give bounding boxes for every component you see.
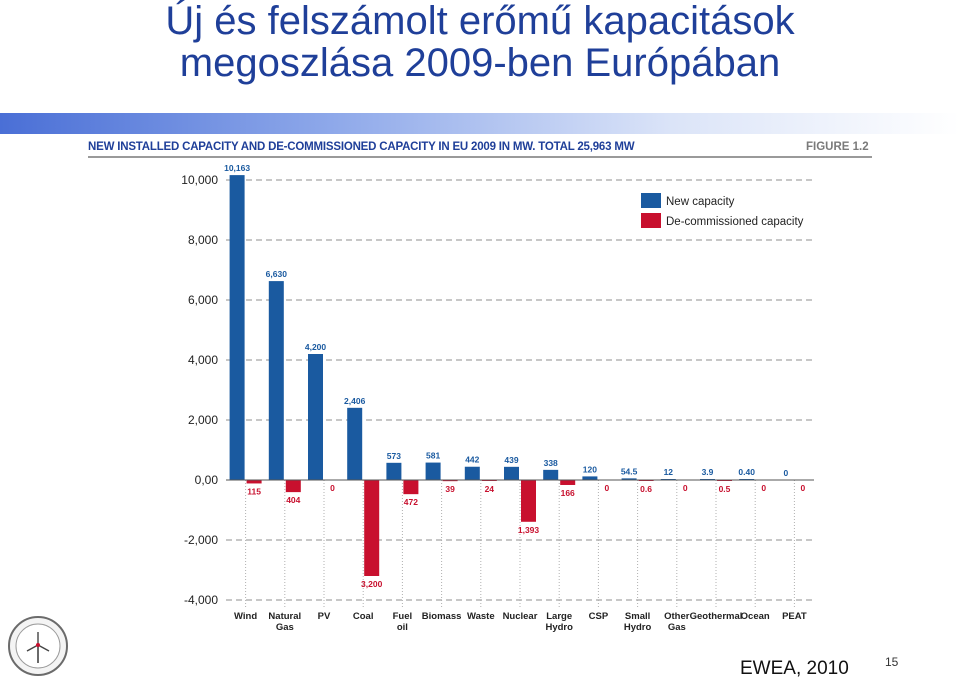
new-capacity-value-label: 2,406: [344, 396, 366, 406]
new-capacity-value-label: 0: [784, 468, 789, 478]
y-tick-label: -2,000: [184, 533, 218, 547]
category-label: Biomass: [422, 611, 462, 622]
chart-title: NEW INSTALLED CAPACITY AND DE-COMMISSION…: [88, 141, 635, 153]
decommissioned-value-label: 404: [286, 495, 300, 505]
decommissioned-value-label: 24: [485, 484, 495, 494]
category-label: CSP: [589, 611, 609, 622]
y-tick-label: 8,000: [188, 233, 218, 247]
title-decoration-bar: [0, 113, 960, 134]
decommissioned-value-label: 166: [561, 488, 575, 498]
category-label: Large: [546, 611, 572, 622]
category-label: Hydro: [624, 622, 652, 633]
category-label: Waste: [467, 611, 495, 622]
new-capacity-bar: [308, 354, 323, 480]
new-capacity-value-label: 439: [504, 455, 518, 465]
new-capacity-bar: [347, 407, 363, 480]
new-capacity-value-label: 4,200: [305, 342, 327, 352]
slide-title-line2: megoszlása 2009-ben Európában: [179, 41, 781, 85]
new-capacity-value-label: 0.40: [738, 467, 755, 477]
new-capacity-bar: [425, 462, 441, 480]
category-label: Wind: [234, 611, 257, 622]
y-tick-label: 2,000: [188, 413, 218, 427]
decommissioned-bar: [560, 480, 576, 485]
category-label: PV: [318, 611, 331, 622]
category-label: Ocean: [741, 611, 770, 622]
decommissioned-value-label: 0: [683, 483, 688, 493]
decommissioned-value-label: 0: [605, 483, 610, 493]
y-tick-label: -4,000: [184, 593, 218, 607]
category-label: Geothermal: [690, 611, 743, 622]
new-capacity-bar: [229, 175, 245, 481]
category-label: Small: [625, 611, 650, 622]
category-label: Fuel: [393, 611, 413, 622]
legend-swatch: [641, 193, 661, 208]
decommissioned-value-label: 0: [801, 483, 806, 493]
new-capacity-bar: [621, 478, 637, 480]
y-tick-label: 4,000: [188, 353, 218, 367]
category-label: oil: [397, 622, 408, 633]
new-capacity-value-label: 573: [387, 451, 401, 461]
decommissioned-bar: [285, 480, 301, 493]
new-capacity-bar: [268, 281, 284, 480]
decommissioned-bar: [442, 480, 458, 482]
category-label: Hydro: [545, 622, 573, 633]
y-tick-label: 0,00: [195, 473, 219, 487]
new-capacity-value-label: 54.5: [621, 466, 638, 476]
category-label: PEAT: [782, 611, 807, 622]
category-label: Coal: [353, 611, 374, 622]
category-label: Natural: [268, 611, 301, 622]
legend-label: New capacity: [666, 196, 735, 208]
decommissioned-bar: [246, 480, 262, 484]
decommissioned-value-label: 39: [445, 484, 455, 494]
category-label: Gas: [276, 622, 294, 633]
new-capacity-value-label: 120: [583, 464, 597, 474]
decommissioned-value-label: 0.6: [640, 484, 652, 494]
new-capacity-bar: [543, 469, 559, 480]
decommissioned-value-label: 3,200: [361, 579, 383, 589]
decommissioned-value-label: 0: [330, 483, 335, 493]
decommissioned-value-label: 115: [247, 486, 261, 496]
category-label: Nuclear: [503, 611, 538, 622]
power-plant-seal-icon: [7, 615, 69, 677]
decommissioned-value-label: 0.5: [719, 484, 731, 494]
decommissioned-bar: [521, 480, 536, 522]
new-capacity-bar: [386, 462, 402, 480]
category-label: Other: [664, 611, 690, 622]
decommissioned-value-label: 1,393: [518, 525, 540, 535]
new-capacity-value-label: 581: [426, 451, 440, 461]
page-number: 15: [885, 655, 899, 669]
y-tick-label: 10,000: [181, 173, 218, 187]
new-capacity-value-label: 338: [544, 458, 558, 468]
new-capacity-value-label: 6,630: [266, 269, 288, 279]
decommissioned-value-label: 0: [761, 483, 766, 493]
source-citation: EWEA, 2010: [740, 658, 849, 679]
new-capacity-bar: [504, 466, 519, 480]
figure-label: FIGURE 1.2: [806, 141, 869, 153]
decommissioned-bar: [364, 480, 380, 576]
new-capacity-value-label: 442: [465, 455, 479, 465]
category-label: Gas: [668, 622, 686, 633]
chart-header-rule: [88, 156, 872, 158]
new-capacity-value-label: 3.9: [702, 467, 714, 477]
legend-label: De-commissioned capacity: [666, 216, 804, 228]
slide-title-line1: Új és felszámolt erőmű kapacitások: [165, 0, 795, 43]
new-capacity-bar: [464, 466, 480, 480]
new-capacity-value-label: 12: [664, 467, 674, 477]
new-capacity-value-label: 10,163: [224, 163, 250, 173]
slide-title: Új és felszámolt erőmű kapacitások megos…: [0, 0, 960, 84]
new-capacity-bar: [582, 476, 598, 480]
y-tick-label: 6,000: [188, 293, 218, 307]
decommissioned-bar: [403, 480, 419, 495]
legend-swatch: [641, 213, 661, 228]
chart-panel: [85, 136, 875, 639]
decommissioned-value-label: 472: [404, 497, 418, 507]
